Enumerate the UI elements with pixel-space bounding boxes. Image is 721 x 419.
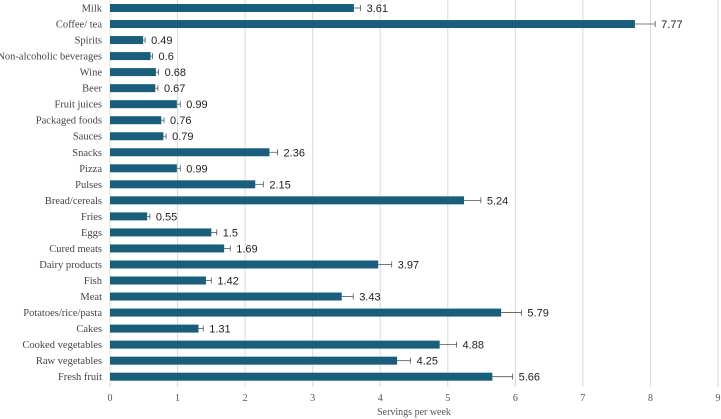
data-label: 0.79 bbox=[172, 131, 193, 143]
category-label: Fish bbox=[84, 276, 103, 287]
category-label: Potatoes/rice/pasta bbox=[23, 308, 102, 319]
category-label: Snacks bbox=[72, 148, 102, 159]
data-label: 0.99 bbox=[186, 99, 207, 111]
bar bbox=[110, 164, 177, 173]
category-label: Fresh fruit bbox=[58, 372, 102, 383]
data-label: 2.36 bbox=[284, 147, 305, 159]
bar bbox=[110, 36, 144, 45]
bar bbox=[110, 292, 342, 301]
category-label: Raw vegetables bbox=[36, 356, 102, 367]
category-label: Cured meats bbox=[49, 244, 102, 255]
bar bbox=[110, 260, 379, 269]
category-label: Spirits bbox=[75, 36, 102, 47]
labels: 0 1 2 3 4 5 6 7 8 9 Milk 3.61 Coffee/ tea 7.77 Spirits… bbox=[0, 3, 721, 404]
bar bbox=[110, 244, 225, 253]
data-label: 2.15 bbox=[269, 179, 290, 191]
bar bbox=[110, 276, 206, 285]
category-label: Cakes bbox=[76, 324, 102, 335]
bar bbox=[110, 148, 270, 157]
data-label: 7.77 bbox=[661, 19, 682, 31]
bar bbox=[110, 116, 162, 125]
bar bbox=[110, 84, 156, 93]
data-label: 3.97 bbox=[398, 259, 419, 271]
category-label: Meat bbox=[80, 292, 102, 303]
data-label: 0.49 bbox=[151, 35, 172, 47]
data-label: 0.6 bbox=[159, 51, 174, 63]
category-label: Eggs bbox=[81, 228, 102, 239]
data-label: 5.24 bbox=[487, 195, 508, 207]
data-label: 0.67 bbox=[164, 83, 185, 95]
category-label: Pulses bbox=[75, 180, 102, 191]
x-tick-label: 9 bbox=[716, 393, 721, 404]
x-tick-label: 2 bbox=[243, 393, 248, 404]
data-label: 3.61 bbox=[367, 3, 388, 15]
data-label: 5.66 bbox=[519, 372, 540, 384]
data-label: 0.99 bbox=[186, 163, 207, 175]
data-label: 3.43 bbox=[359, 292, 380, 304]
data-label: 0.68 bbox=[165, 67, 186, 79]
bar bbox=[110, 100, 177, 109]
category-label: Fries bbox=[81, 212, 102, 223]
category-label: Coffee/ tea bbox=[56, 20, 102, 31]
bar bbox=[110, 372, 493, 381]
x-tick-label: 1 bbox=[175, 393, 180, 404]
bar bbox=[110, 324, 199, 333]
x-tick-label: 5 bbox=[445, 393, 450, 404]
bar bbox=[110, 228, 212, 237]
bar bbox=[110, 20, 635, 29]
bar bbox=[110, 308, 502, 317]
data-label: 4.88 bbox=[463, 340, 484, 352]
category-label: Sauces bbox=[73, 132, 102, 143]
bar bbox=[110, 212, 148, 221]
x-tick-label: 6 bbox=[513, 393, 518, 404]
x-tick-label: 0 bbox=[108, 393, 113, 404]
category-label: Dairy products bbox=[39, 260, 102, 271]
data-label: 1.31 bbox=[209, 324, 230, 336]
bar bbox=[110, 4, 354, 12]
data-label: 1.42 bbox=[217, 276, 238, 288]
category-label: Cooked vegetables bbox=[22, 340, 102, 351]
gridlines bbox=[109, 0, 719, 387]
bar bbox=[110, 340, 440, 349]
bars bbox=[110, 4, 656, 381]
bar bbox=[110, 132, 164, 141]
data-label: 0.76 bbox=[170, 115, 191, 127]
data-label: 1.5 bbox=[223, 227, 238, 239]
x-tick-label: 4 bbox=[378, 393, 383, 404]
category-label: Bread/cereals bbox=[45, 196, 102, 207]
bar bbox=[110, 196, 464, 205]
data-label: 5.79 bbox=[527, 308, 548, 320]
x-tick-label: 7 bbox=[580, 393, 585, 404]
category-label: Beer bbox=[82, 84, 102, 95]
category-label: Wine bbox=[80, 68, 103, 79]
category-label: Non-alcoholic beverages bbox=[0, 52, 102, 63]
category-label: Pizza bbox=[79, 164, 102, 175]
bar bbox=[110, 356, 398, 365]
x-tick-label: 8 bbox=[648, 393, 653, 404]
data-label: 0.55 bbox=[156, 211, 177, 223]
category-label: Milk bbox=[82, 4, 103, 15]
bar bbox=[110, 68, 156, 77]
data-label: 4.25 bbox=[417, 356, 438, 368]
x-tick-label: 3 bbox=[310, 393, 315, 404]
x-axis-title: Servings per week bbox=[377, 407, 451, 418]
category-label: Fruit juices bbox=[54, 100, 102, 111]
bar bbox=[110, 52, 151, 61]
data-label: 1.69 bbox=[236, 243, 257, 255]
category-label: Packaged foods bbox=[36, 116, 102, 127]
bar bbox=[110, 180, 256, 189]
